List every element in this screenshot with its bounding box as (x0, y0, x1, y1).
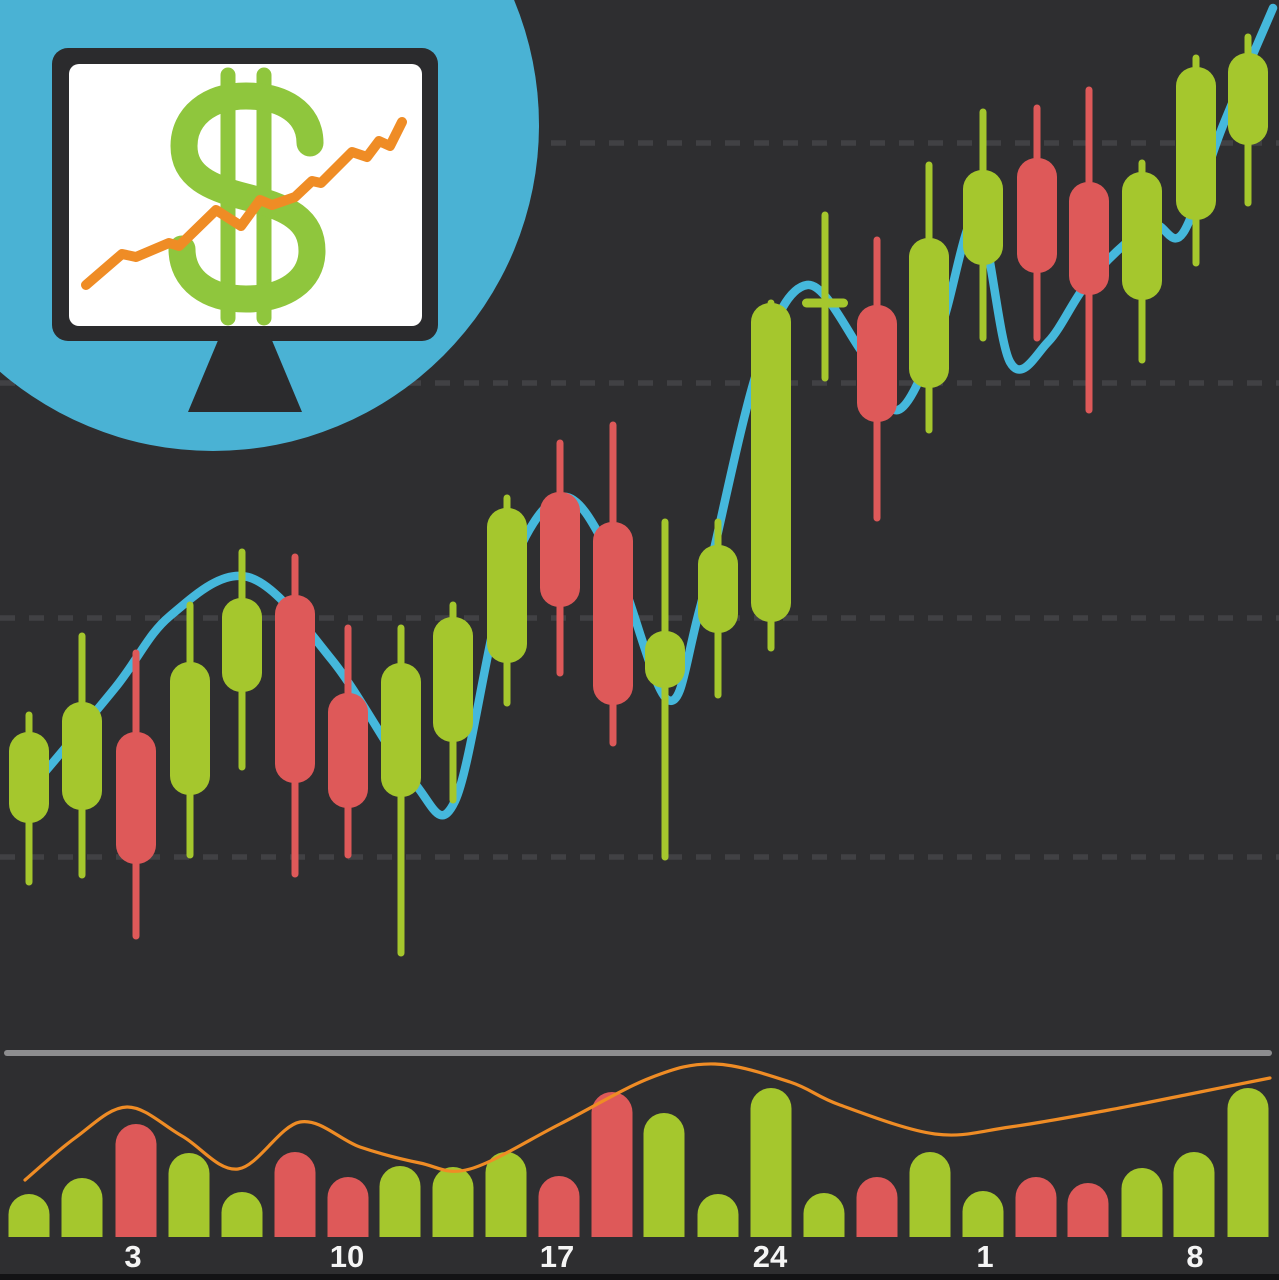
x-axis-label: 10 (330, 1239, 364, 1274)
bearish-candle (116, 649, 156, 940)
market-badge (0, 0, 539, 451)
bullish-candle (381, 624, 421, 957)
bullish-candle (645, 518, 685, 861)
bullish-candle (62, 632, 102, 879)
volume-bar (962, 1190, 1004, 1237)
volume-layer (8, 1088, 1269, 1237)
x-axis-label: 17 (540, 1239, 574, 1274)
volume-bar (803, 1192, 845, 1237)
volume-bar (1173, 1151, 1215, 1237)
candles-layer (9, 33, 1268, 957)
bullish-candle (1228, 33, 1268, 207)
volume-bar (750, 1088, 792, 1237)
volume-bar (1121, 1168, 1163, 1237)
volume-bar (168, 1153, 210, 1237)
bearish-candle (328, 624, 368, 859)
bullish-candle (1122, 159, 1162, 364)
bearish-candle (275, 553, 315, 878)
volume-bar (697, 1194, 739, 1237)
bullish-candle (1176, 54, 1216, 267)
bullish-candle (170, 601, 210, 859)
bullish-candle (222, 548, 262, 771)
volume-bar (274, 1151, 316, 1237)
volume-bar (8, 1194, 50, 1237)
doji-candle (802, 211, 848, 382)
volume-bar (485, 1151, 527, 1237)
volume-bar (327, 1176, 369, 1237)
bullish-candle (963, 108, 1003, 342)
volume-bar (591, 1092, 633, 1237)
x-axis-label: 1 (976, 1239, 993, 1274)
volume-bar (538, 1176, 580, 1237)
bearish-candle (593, 421, 633, 747)
volume-bar (1015, 1176, 1057, 1237)
bullish-candle (751, 299, 791, 652)
volume-bar (432, 1167, 474, 1237)
x-axis-labels: 3 10 17 24 1 8 (124, 1239, 1203, 1274)
bullish-candle (433, 601, 473, 804)
bullish-candle (698, 518, 738, 699)
monitor-stand (188, 338, 302, 412)
bearish-candle (540, 439, 580, 677)
x-axis-label: 24 (753, 1239, 788, 1274)
volume-bar (1067, 1182, 1109, 1237)
volume-bar (379, 1166, 421, 1237)
bearish-candle (1017, 104, 1057, 342)
volume-bar (856, 1176, 898, 1237)
volume-bar (1227, 1088, 1269, 1237)
volume-bar (909, 1151, 951, 1237)
bullish-candle (487, 494, 527, 707)
bullish-candle (909, 161, 949, 434)
dollar-s-curve (168, 82, 326, 313)
bearish-candle (1069, 86, 1109, 414)
x-axis-label: 8 (1186, 1239, 1203, 1274)
volume-bar (61, 1178, 103, 1237)
bottom-strip (0, 1274, 1279, 1280)
volume-ma-line (23, 1062, 1272, 1182)
volume-bar (643, 1113, 685, 1237)
volume-bar (221, 1192, 263, 1237)
volume-bar (115, 1124, 157, 1237)
bearish-candle (857, 236, 897, 522)
bullish-candle (9, 711, 49, 886)
monitor-icon (52, 48, 438, 412)
x-axis-label: 3 (124, 1239, 141, 1274)
trend-line-icon (81, 117, 407, 290)
